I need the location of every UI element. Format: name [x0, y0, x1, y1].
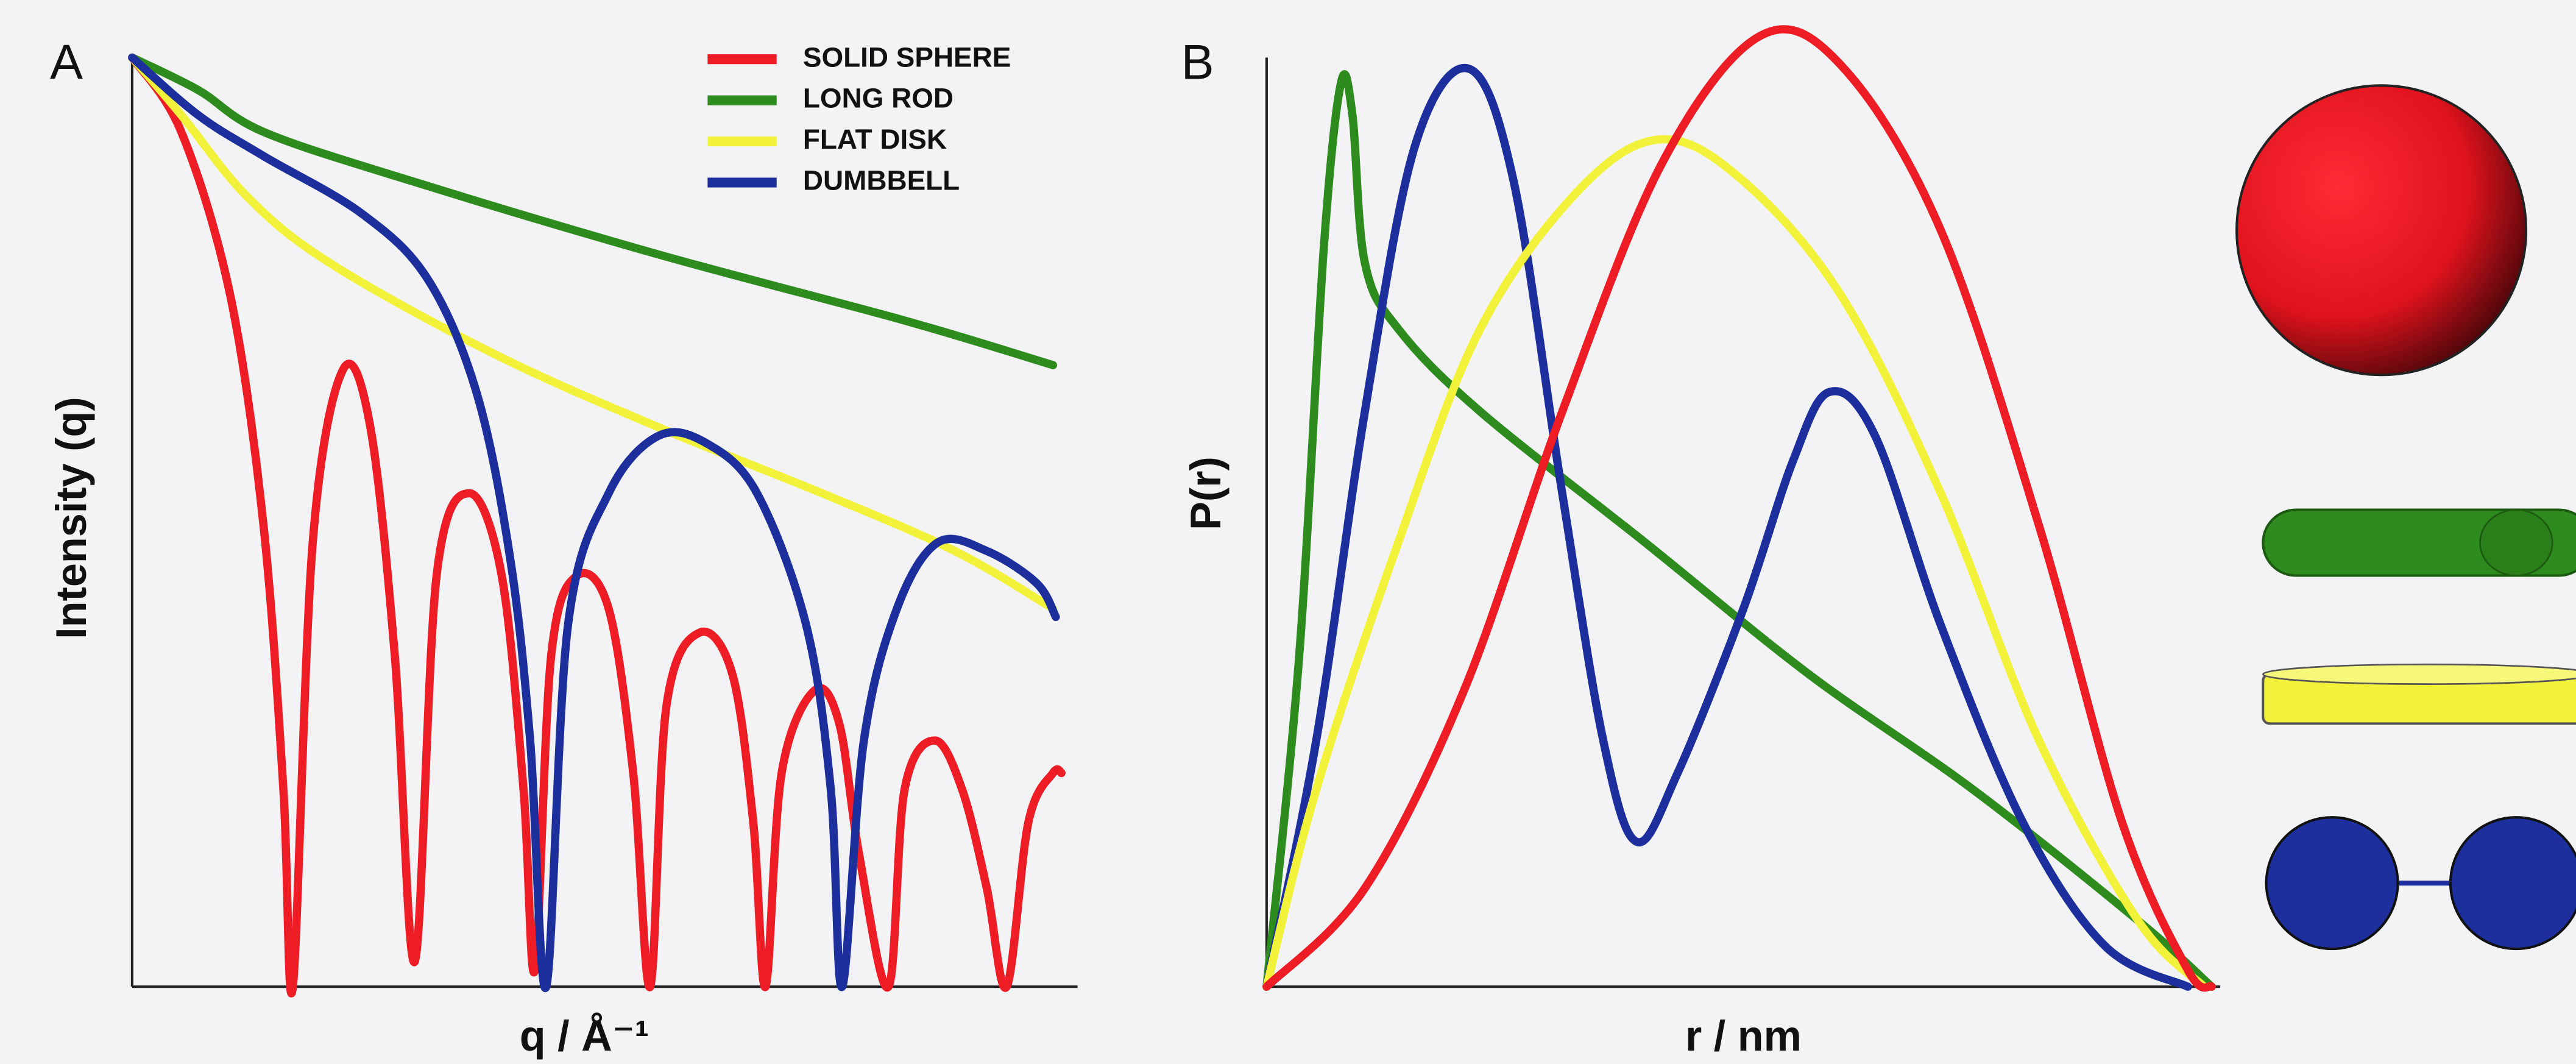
curve [1262, 135, 2209, 991]
y-axis-label: P(r) [1181, 456, 1230, 530]
legend-label: DUMBBELL [803, 165, 960, 196]
legend-label: LONG ROD [803, 82, 954, 114]
curve [128, 53, 1060, 993]
curve [128, 53, 1057, 613]
sphere-icon [2235, 84, 2528, 377]
curve [128, 53, 1066, 998]
y-axis-label: Intensity (q) [47, 397, 95, 639]
panel-label: B [1181, 35, 1214, 90]
legend-label: FLAT DISK [803, 123, 947, 155]
dumbbell-ball [2265, 816, 2399, 951]
curve [1262, 63, 2192, 991]
x-axis-label: r / nm [1685, 1012, 1802, 1060]
x-axis-label: q / Å⁻¹ [520, 1012, 649, 1060]
curve [1262, 25, 2216, 992]
legend-label: SOLID SPHERE [803, 41, 1011, 73]
curve [1262, 70, 2216, 991]
curve [128, 53, 1057, 369]
dumbbell-ball [2449, 816, 2576, 951]
disk-top [2262, 663, 2576, 685]
panel-label: A [50, 35, 83, 90]
rod-cap [2479, 509, 2553, 576]
